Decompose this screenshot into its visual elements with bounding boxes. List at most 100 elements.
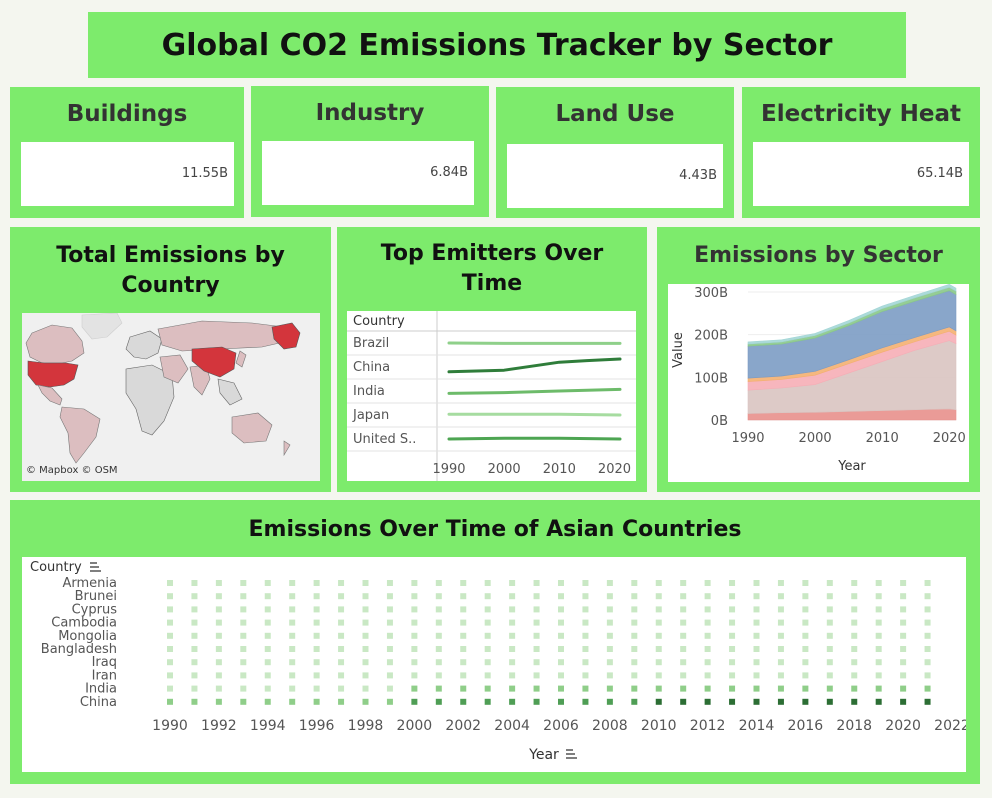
heat-cell bbox=[338, 685, 345, 692]
heat-cell bbox=[802, 698, 809, 705]
kpi-card-electricity-heat[interactable]: Electricity Heat 65.14B bbox=[742, 87, 980, 218]
kpi-value-box: 65.14B bbox=[753, 142, 969, 206]
map-attribution: © Mapbox © OSM bbox=[26, 465, 118, 476]
sector-area-chart[interactable]: 0B 100B 200B 300B 1990 2000 2010 2020 Year Value bbox=[668, 283, 969, 482]
kpi-label: Industry bbox=[315, 100, 425, 126]
heat-cell bbox=[533, 659, 540, 666]
x-tick-label: 2014 bbox=[739, 718, 775, 734]
kpi-card-industry[interactable]: Industry 6.84B bbox=[251, 86, 489, 217]
map-region-middle-east bbox=[159, 354, 189, 384]
map-region-mexico bbox=[37, 384, 63, 406]
heat-cell bbox=[411, 619, 418, 626]
heat-cell bbox=[826, 606, 833, 613]
world-map[interactable]: © Mapbox © OSM bbox=[22, 312, 320, 481]
row-header-label: Country bbox=[30, 560, 82, 575]
heat-cell bbox=[386, 672, 393, 679]
x-tick-label: 2016 bbox=[788, 718, 824, 734]
heat-cell bbox=[533, 672, 540, 679]
heat-cell bbox=[558, 698, 564, 705]
heat-cell bbox=[215, 593, 222, 600]
heat-cell bbox=[826, 632, 833, 639]
y-tick-label: 100B bbox=[694, 371, 728, 386]
top-emitters-chart[interactable]: Country Brazil China India Japan United S.. 19… bbox=[347, 311, 636, 481]
heat-cell bbox=[289, 698, 296, 705]
heat-cell bbox=[509, 619, 516, 626]
map-title: Total Emissions by Country bbox=[56, 243, 285, 298]
kpi-card-land-use[interactable]: Land Use 4.43B bbox=[496, 87, 734, 218]
heat-cell bbox=[680, 672, 687, 679]
heat-cell bbox=[215, 632, 222, 639]
heat-cell bbox=[240, 646, 247, 652]
heat-cell bbox=[338, 659, 345, 666]
heat-cell bbox=[631, 698, 638, 705]
heat-cell bbox=[264, 685, 271, 692]
heat-cell bbox=[826, 646, 833, 652]
heat-cell bbox=[582, 632, 589, 639]
y-axis-title: Value bbox=[671, 332, 686, 368]
kpi-card-buildings[interactable]: Buildings 11.55B bbox=[10, 87, 244, 218]
kpi-label: Buildings bbox=[66, 101, 188, 127]
heat-cell bbox=[240, 672, 247, 679]
heat-cell bbox=[435, 593, 442, 600]
heat-cell bbox=[851, 580, 858, 586]
heat-cell bbox=[704, 632, 711, 639]
heat-cell bbox=[386, 606, 393, 613]
heat-cell bbox=[191, 619, 198, 626]
x-tick-label: 2020 bbox=[885, 718, 921, 734]
heat-cell bbox=[362, 672, 369, 679]
country-label: Mongolia bbox=[58, 629, 117, 644]
heat-cell bbox=[558, 646, 564, 652]
x-axis-title: Year bbox=[837, 459, 866, 474]
heat-cell bbox=[289, 619, 296, 626]
heat-cell bbox=[680, 593, 687, 600]
asian-heatmap-chart[interactable]: Country Armenia Brunei Cyprus Cambodia Mongol… bbox=[22, 557, 970, 772]
heat-cell bbox=[875, 580, 882, 586]
heat-cell bbox=[460, 619, 467, 626]
heat-cell bbox=[875, 632, 882, 639]
heat-cell bbox=[509, 593, 516, 600]
heat-cell bbox=[777, 619, 784, 626]
heat-cell bbox=[215, 606, 222, 613]
heat-cell bbox=[924, 619, 931, 626]
heat-cell bbox=[680, 619, 687, 626]
heat-cell bbox=[704, 646, 711, 652]
heat-cell bbox=[264, 593, 271, 600]
country-label: Iran bbox=[92, 668, 117, 683]
heat-cell bbox=[338, 672, 345, 679]
heat-cell bbox=[215, 646, 222, 652]
map-panel: Total Emissions by Country bbox=[10, 227, 331, 492]
x-tick-label: 2000 bbox=[799, 431, 832, 446]
heat-cell bbox=[729, 659, 736, 666]
heat-cell bbox=[851, 619, 858, 626]
heat-cell bbox=[533, 619, 540, 626]
heat-cell bbox=[460, 606, 467, 613]
heat-cell bbox=[558, 606, 564, 613]
x-tick-label: 1998 bbox=[348, 718, 384, 734]
heat-cell bbox=[362, 685, 369, 692]
heat-cell bbox=[191, 672, 198, 679]
heat-cell bbox=[240, 659, 247, 666]
heat-cell bbox=[680, 580, 687, 586]
heat-cell bbox=[826, 619, 833, 626]
x-tick-label: 1992 bbox=[201, 718, 237, 734]
x-tick-label: 2002 bbox=[445, 718, 481, 734]
heat-cell bbox=[777, 672, 784, 679]
heat-cell bbox=[240, 632, 247, 639]
heat-cell bbox=[606, 685, 613, 692]
heat-cell bbox=[631, 606, 638, 613]
heat-cell bbox=[704, 593, 711, 600]
heat-cell bbox=[338, 580, 345, 586]
heat-cell bbox=[313, 606, 320, 613]
heat-cell bbox=[264, 632, 271, 639]
country-label: United S.. bbox=[353, 432, 416, 447]
heat-cell bbox=[338, 619, 345, 626]
x-tick-label: 1994 bbox=[250, 718, 286, 734]
x-tick-label: 2010 bbox=[866, 431, 899, 446]
country-label: Brunei bbox=[75, 589, 117, 604]
kpi-value: 6.84B bbox=[430, 165, 468, 180]
heat-cell bbox=[704, 580, 711, 586]
heat-cell bbox=[655, 593, 662, 600]
heat-cell bbox=[484, 672, 491, 679]
heat-cell bbox=[313, 580, 320, 586]
heat-cell bbox=[167, 619, 173, 626]
